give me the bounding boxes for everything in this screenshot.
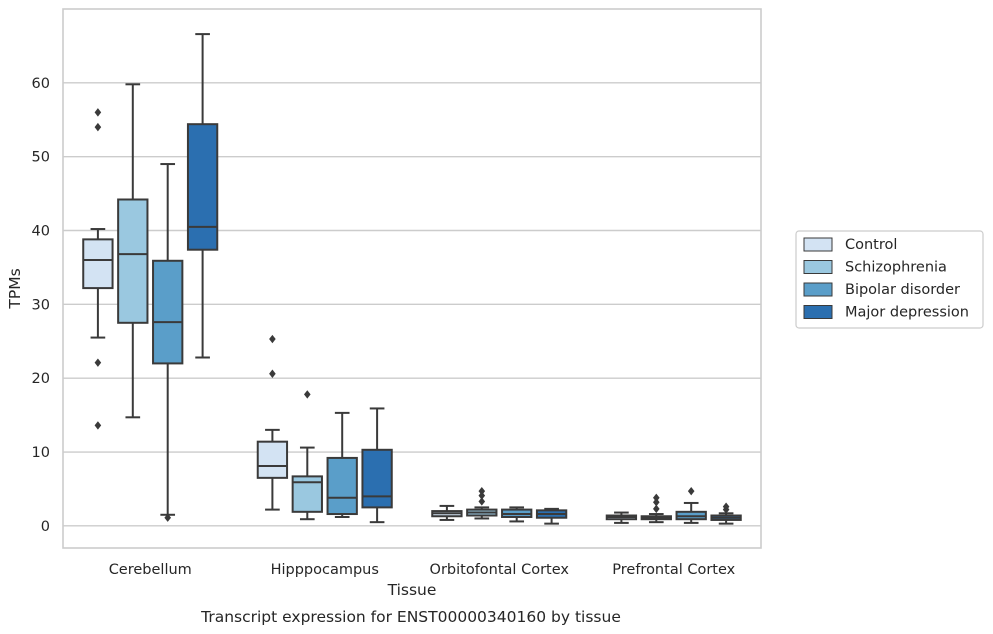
legend-label: Major depression bbox=[845, 305, 969, 321]
box-major-depression bbox=[535, 507, 568, 525]
legend-swatch bbox=[803, 237, 833, 252]
legend-swatch bbox=[803, 260, 833, 274]
box-schizophrenia bbox=[291, 390, 323, 521]
legend-label: Bipolar disorder bbox=[845, 282, 960, 298]
outlier-point bbox=[653, 493, 660, 502]
x-tick-label: Orbitofontal Cortex bbox=[430, 562, 570, 578]
y-axis-ticks: 0 10 20 30 40 50 60 bbox=[32, 76, 50, 535]
box-schizophrenia bbox=[466, 486, 498, 520]
legend-label: Schizophrenia bbox=[845, 260, 947, 276]
outlier-point bbox=[94, 358, 102, 367]
plot-frame bbox=[62, 8, 762, 549]
chart-caption: Transcript expression for ENST0000034016… bbox=[200, 608, 621, 626]
box-schizophrenia bbox=[640, 493, 672, 524]
box-control bbox=[605, 511, 638, 524]
box-schizophrenia bbox=[117, 83, 149, 419]
x-tick-label: Cerebellum bbox=[109, 562, 192, 578]
box-major-depression bbox=[186, 33, 219, 359]
legend-frame bbox=[795, 230, 984, 329]
legend-swatch bbox=[803, 305, 833, 319]
box-iqr bbox=[326, 456, 358, 516]
outlier-point bbox=[269, 334, 276, 344]
box-iqr bbox=[152, 259, 184, 365]
y-tick-label: 0 bbox=[41, 519, 50, 535]
y-tick-label: 10 bbox=[32, 445, 50, 461]
y-axis-label: TPMs bbox=[6, 268, 24, 309]
y-tick-label: 60 bbox=[32, 76, 50, 92]
x-tick-label: Hipppocampus bbox=[271, 562, 379, 578]
box-control bbox=[82, 108, 114, 430]
box-plots bbox=[82, 33, 742, 525]
box-iqr bbox=[256, 440, 289, 479]
box-bipolar-disorder bbox=[326, 411, 358, 518]
box-iqr bbox=[117, 198, 149, 324]
box-bipolar-disorder bbox=[501, 506, 533, 523]
outlier-point bbox=[94, 122, 102, 132]
y-tick-label: 20 bbox=[32, 371, 50, 387]
box-bipolar-disorder bbox=[675, 486, 707, 524]
outlier-point bbox=[94, 421, 102, 430]
box-major-depression bbox=[361, 407, 393, 524]
legend-swatch bbox=[803, 282, 833, 297]
y-tick-label: 30 bbox=[32, 297, 50, 313]
box-bipolar-disorder bbox=[152, 163, 184, 522]
y-tick-label: 50 bbox=[32, 150, 50, 166]
box-control bbox=[431, 504, 463, 521]
outlier-point bbox=[478, 486, 486, 496]
outlier-point bbox=[653, 498, 660, 507]
x-axis-label: Tissue bbox=[387, 581, 437, 599]
box-iqr bbox=[82, 238, 114, 290]
y-tick-label: 40 bbox=[32, 224, 50, 240]
outlier-point bbox=[722, 505, 730, 514]
box-iqr bbox=[186, 123, 219, 251]
x-axis-ticks: Cerebellum Hipppocampus Orbitofontal Corte… bbox=[109, 562, 736, 578]
outlier-point bbox=[269, 369, 276, 378]
outlier-point bbox=[478, 491, 486, 500]
legend-label: Control bbox=[845, 237, 897, 253]
outlier-point bbox=[164, 513, 171, 522]
x-tick-label: Prefrontal Cortex bbox=[612, 562, 735, 578]
outlier-point bbox=[94, 108, 102, 117]
outlier-point bbox=[687, 486, 695, 496]
box-iqr bbox=[361, 448, 393, 509]
outlier-point bbox=[304, 390, 311, 399]
outlier-point bbox=[653, 504, 660, 514]
box-control bbox=[256, 334, 289, 511]
legend: Control Schizophrenia Bipolar disorder Majo… bbox=[795, 230, 984, 329]
box-major-depression bbox=[710, 502, 742, 525]
outlier-point bbox=[478, 497, 486, 506]
